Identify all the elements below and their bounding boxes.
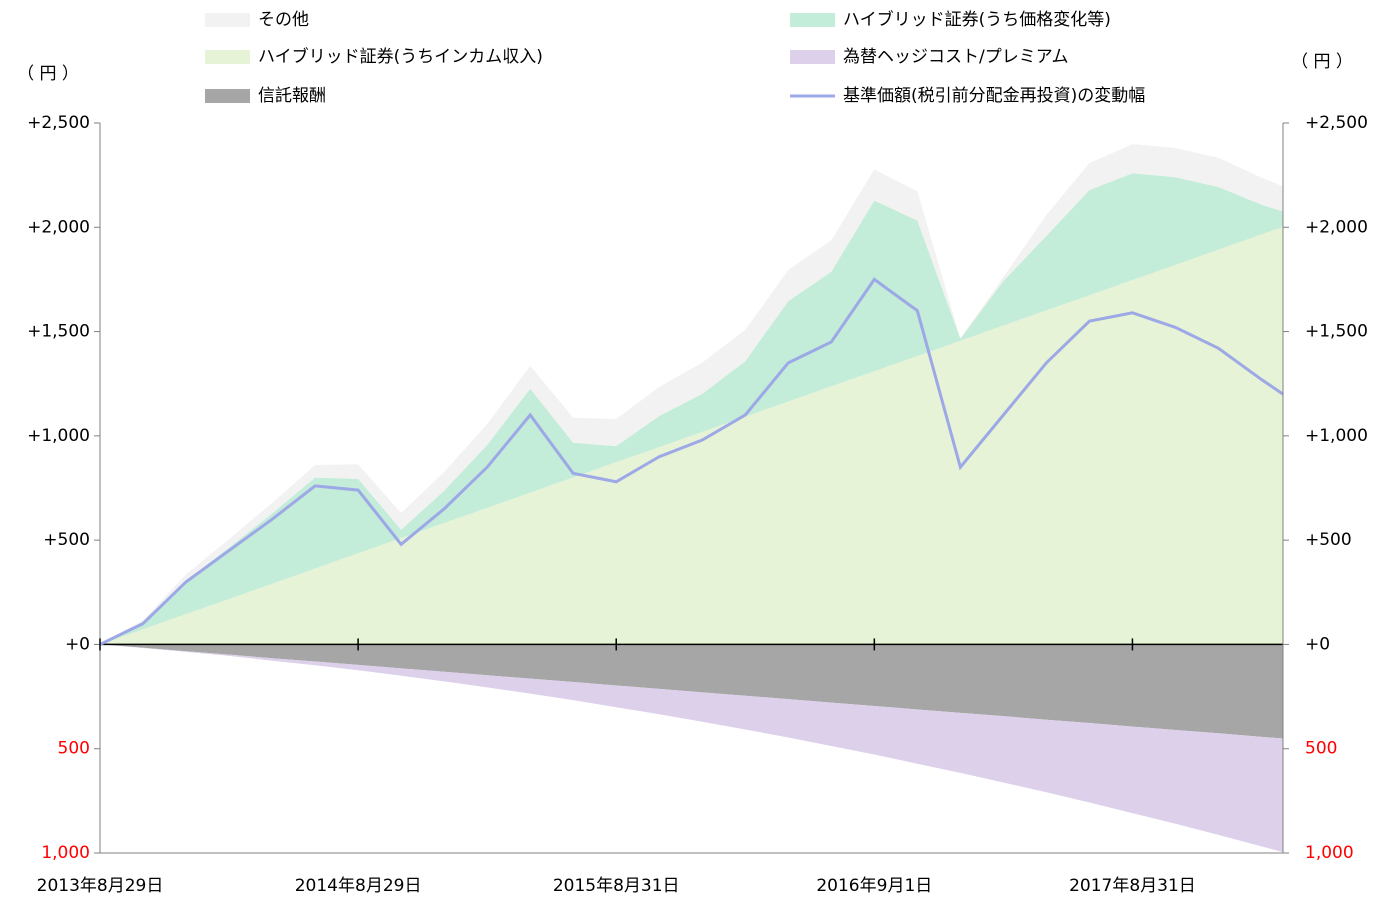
legend-label: その他 xyxy=(258,10,309,30)
area xyxy=(100,173,1283,645)
y2-tick-label: 500 xyxy=(1305,739,1337,759)
area xyxy=(100,644,1283,853)
x-tick-label: 2014年8月29日 xyxy=(295,876,422,896)
y-tick-label: +0 xyxy=(65,634,90,654)
legend-swatch xyxy=(205,89,250,103)
y-tick-label: +1,000 xyxy=(27,426,90,446)
y2-tick-label: +0 xyxy=(1305,634,1330,654)
legend-label: ハイブリッド証券(うちインカム収入) xyxy=(258,46,543,67)
y2-tick-label: +1,500 xyxy=(1305,322,1368,342)
y-tick-label: +2,500 xyxy=(27,113,90,133)
x-tick-label: 2017年8月31日 xyxy=(1069,876,1196,896)
x-tick-label: 2016年9月1日 xyxy=(816,876,932,896)
y2-tick-label: +2,000 xyxy=(1305,217,1368,237)
legend-swatch xyxy=(790,50,835,64)
y-tick-label: +2,000 xyxy=(27,217,90,237)
x-tick-label: 2015年8月31日 xyxy=(553,876,680,896)
area xyxy=(100,144,1283,645)
area xyxy=(100,226,1283,645)
legend-label: ハイブリッド証券(うち価格変化等) xyxy=(843,9,1111,30)
y2-axis-label: （ 円 ） xyxy=(1291,52,1353,72)
y-tick-label: +1,500 xyxy=(27,322,90,342)
legend-label: 信託報酬 xyxy=(258,86,326,106)
y-tick-label: 500 xyxy=(58,739,90,759)
legend-swatch xyxy=(205,50,250,64)
legend-swatch xyxy=(205,13,250,27)
y-axis-label: （ 円 ） xyxy=(17,64,79,84)
area xyxy=(100,644,1283,739)
y-tick-label: 1,000 xyxy=(41,843,90,863)
legend-label: 基準価額(税引前分配金再投資)の変動幅 xyxy=(843,86,1145,106)
y2-tick-label: +2,500 xyxy=(1305,113,1368,133)
legend-swatch xyxy=(790,13,835,27)
y2-tick-label: 1,000 xyxy=(1305,843,1354,863)
legend-label: 為替ヘッジコスト/プレミアム xyxy=(843,47,1069,67)
x-tick-label: 2013年8月29日 xyxy=(37,876,164,896)
line xyxy=(99,277,1284,646)
y2-tick-label: +500 xyxy=(1305,530,1352,550)
y-tick-label: +500 xyxy=(43,530,90,550)
y2-tick-label: +1,000 xyxy=(1305,426,1368,446)
